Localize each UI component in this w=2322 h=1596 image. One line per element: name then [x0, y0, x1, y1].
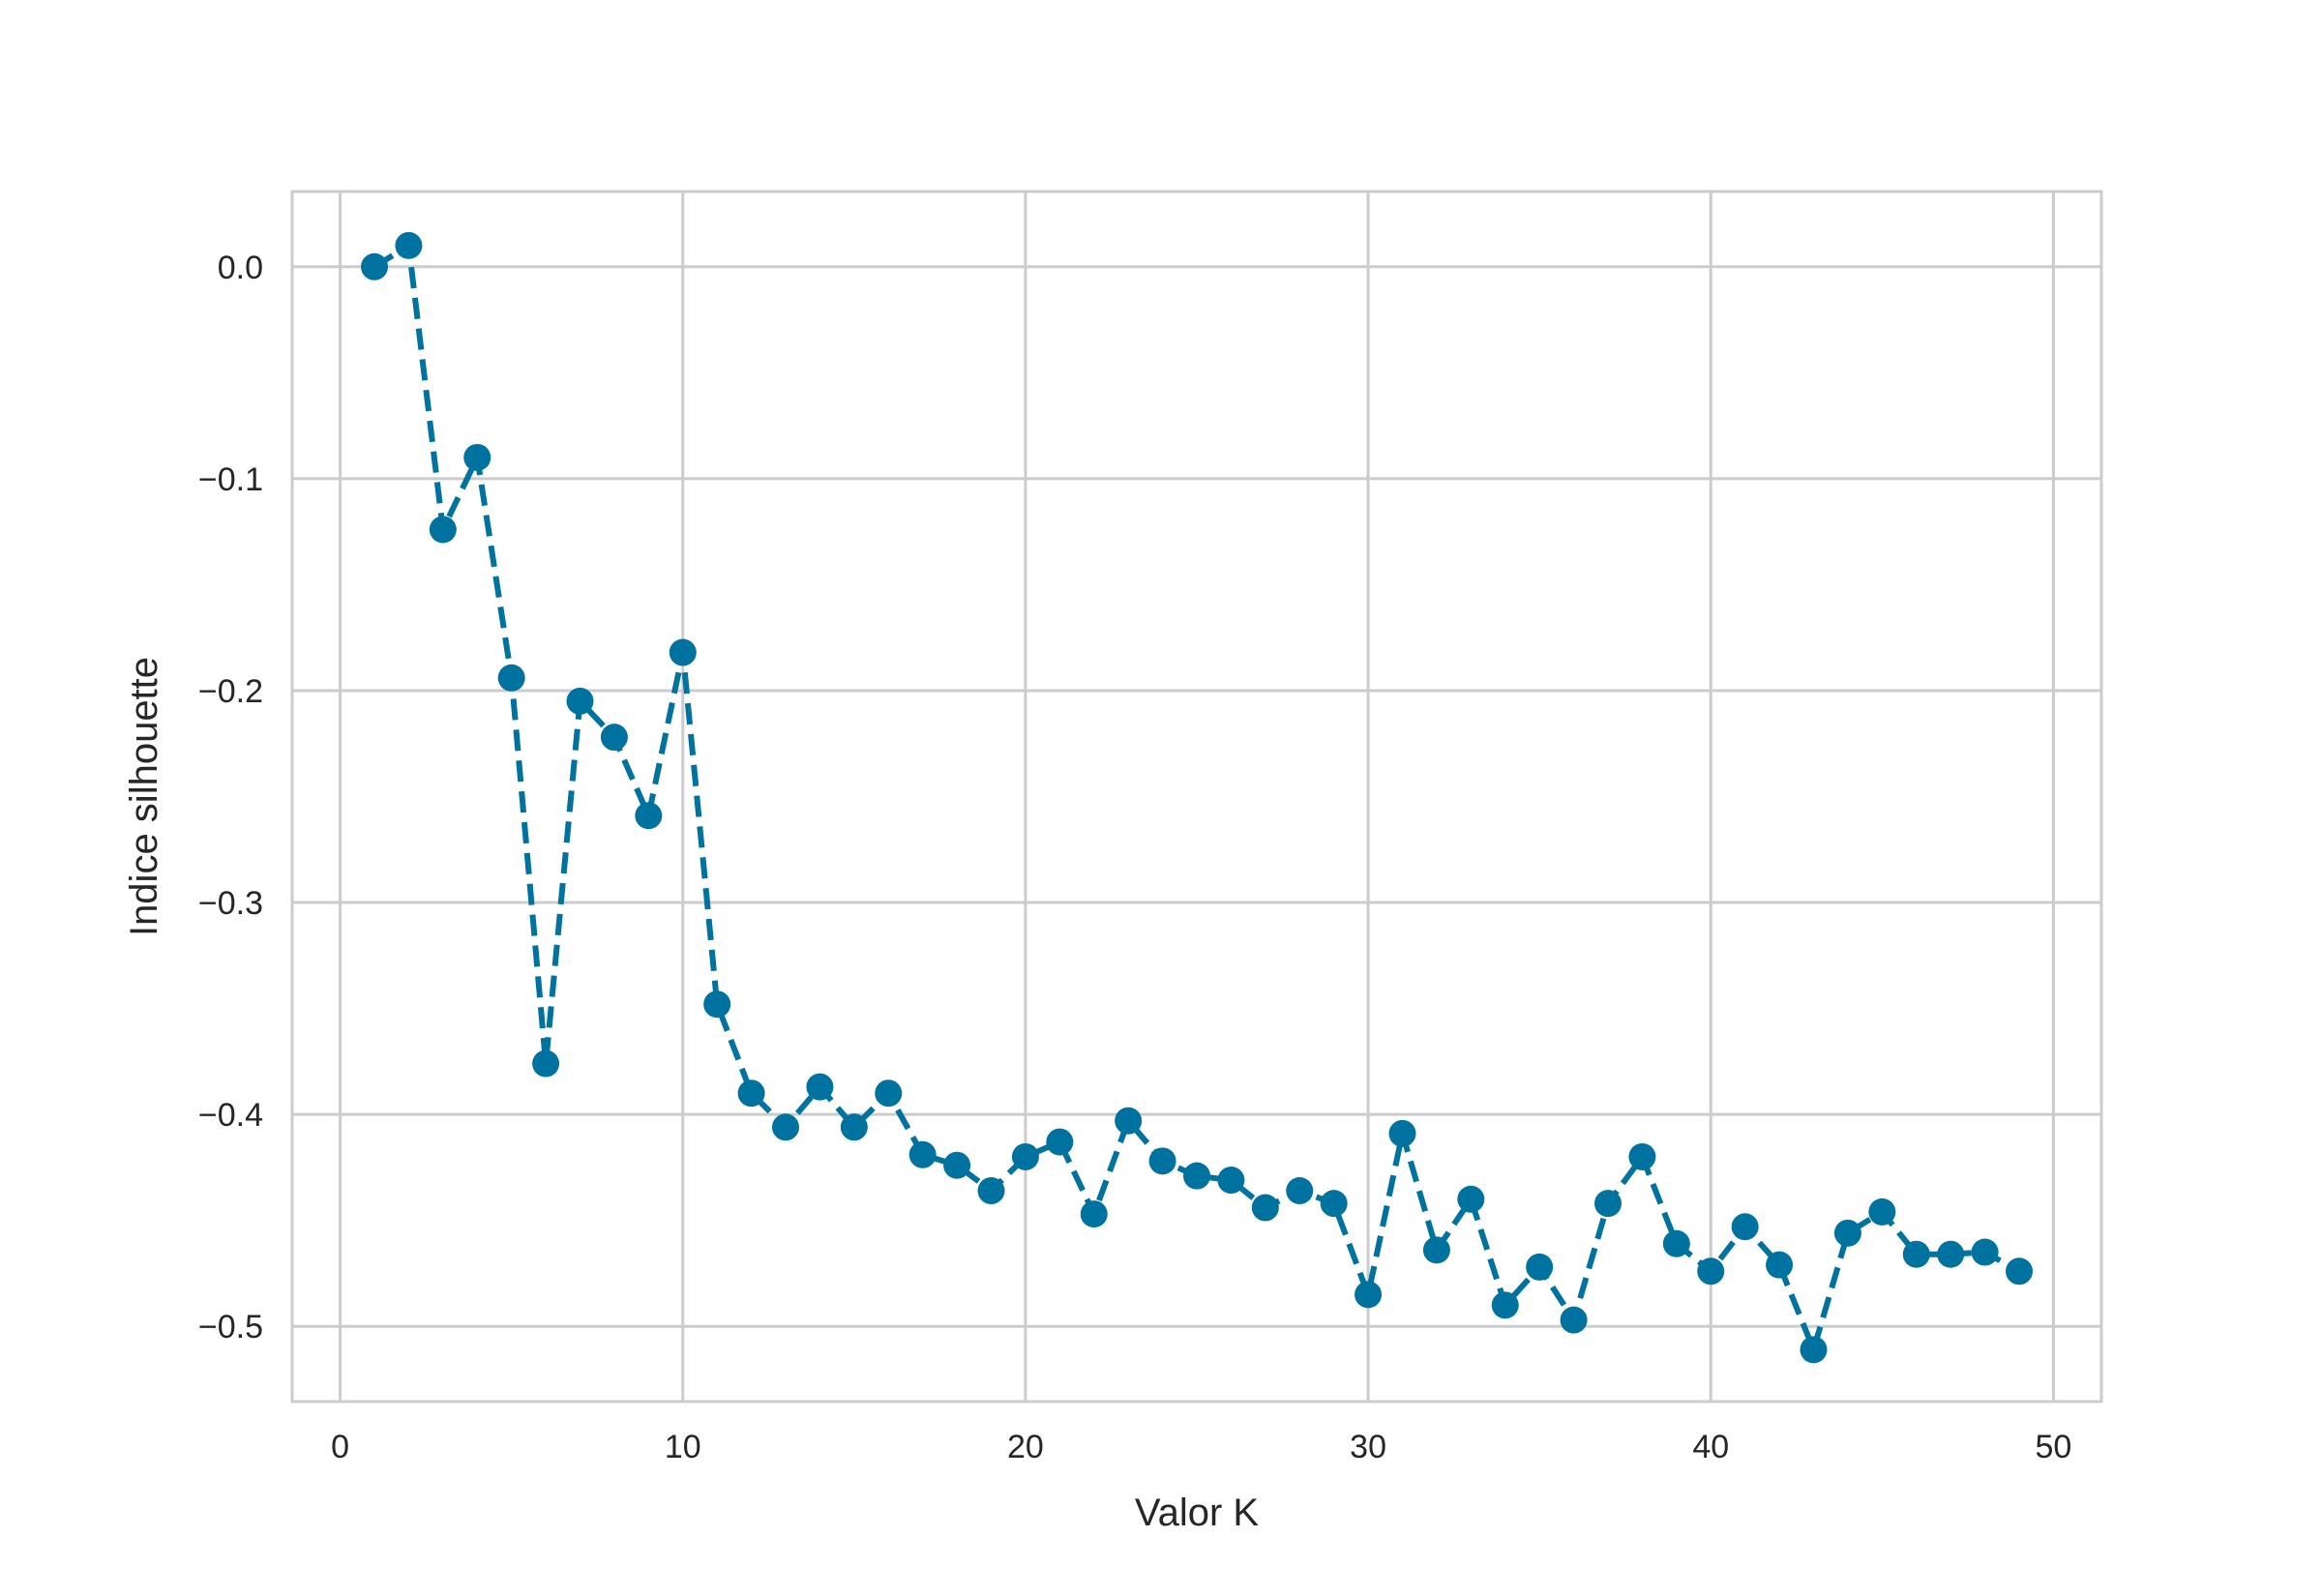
y-tick-label: 0.0: [218, 250, 263, 286]
data-point: [1011, 1142, 1039, 1170]
data-point: [1800, 1336, 1828, 1364]
y-tick-label: −0.2: [198, 673, 263, 710]
data-point: [1833, 1219, 1861, 1247]
data-point: [1971, 1238, 1999, 1266]
data-point: [1354, 1281, 1383, 1309]
data-point: [1422, 1236, 1450, 1264]
data-point: [1937, 1240, 1965, 1268]
x-tick-label: 30: [1350, 1429, 1386, 1465]
data-point: [977, 1177, 1005, 1205]
data-point: [1526, 1253, 1554, 1281]
x-axis-label: Valor K: [1135, 1492, 1260, 1534]
data-point: [361, 252, 388, 281]
x-tick-label: 0: [331, 1429, 349, 1465]
data-point: [737, 1079, 765, 1108]
data-point: [1868, 1197, 1896, 1226]
x-tick-labels: 0 10 20 30 40 50: [331, 1429, 2071, 1465]
y-tick-label: −0.4: [198, 1097, 263, 1134]
data-point: [1628, 1142, 1656, 1170]
data-point: [1115, 1107, 1143, 1135]
x-tick-label: 50: [2036, 1429, 2072, 1465]
data-point: [1902, 1240, 1930, 1268]
y-axis-label: Indice silhouette: [123, 657, 165, 936]
data-point: [635, 802, 663, 830]
data-point: [1080, 1200, 1108, 1228]
plot-frame: [290, 190, 2103, 1404]
y-tick-label: −0.1: [198, 461, 263, 498]
data-point: [1697, 1257, 1725, 1286]
x-tick-label: 10: [665, 1429, 701, 1465]
data-point: [2006, 1257, 2033, 1286]
data-point: [1320, 1190, 1348, 1218]
data-point: [1183, 1162, 1210, 1190]
data-point: [566, 687, 594, 715]
data-point: [1560, 1306, 1588, 1334]
data-point: [669, 638, 697, 666]
data-point: [463, 443, 491, 471]
data-point: [600, 724, 628, 752]
data-point: [1046, 1128, 1074, 1156]
data-point: [1148, 1147, 1176, 1175]
x-gridlines: [339, 192, 2055, 1402]
data-point: [1286, 1177, 1314, 1205]
data-point: [395, 231, 423, 259]
data-point: [1766, 1251, 1794, 1279]
data-point: [840, 1113, 868, 1141]
y-gridlines: [292, 265, 2101, 1328]
data-point: [1491, 1291, 1519, 1319]
data-point: [943, 1151, 971, 1179]
data-point: [497, 664, 525, 692]
data-point: [908, 1140, 937, 1168]
y-tick-label: −0.5: [198, 1309, 263, 1345]
data-point: [772, 1113, 799, 1141]
data-point: [429, 516, 457, 544]
data-point: [1662, 1229, 1690, 1257]
data-points: [361, 231, 2033, 1364]
data-point: [703, 990, 731, 1019]
data-point: [1594, 1190, 1622, 1218]
data-point: [1457, 1185, 1485, 1213]
y-tick-label: −0.3: [198, 885, 263, 922]
data-point: [1731, 1213, 1759, 1241]
data-point: [1251, 1194, 1279, 1222]
data-point: [875, 1079, 903, 1108]
y-tick-labels: 0.0 −0.1 −0.2 −0.3 −0.4 −0.5: [198, 250, 263, 1345]
data-point: [806, 1073, 834, 1101]
x-tick-label: 20: [1007, 1429, 1044, 1465]
data-point: [1217, 1167, 1245, 1195]
data-point: [1388, 1119, 1416, 1147]
data-point: [532, 1049, 560, 1078]
x-tick-label: 40: [1692, 1429, 1729, 1465]
